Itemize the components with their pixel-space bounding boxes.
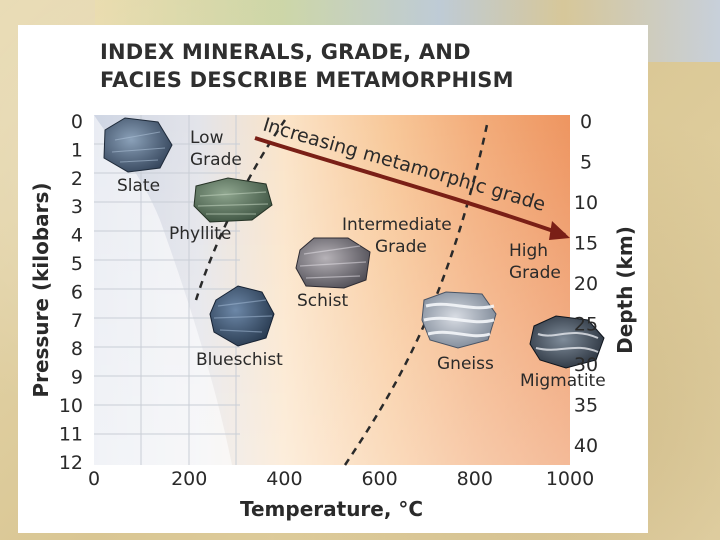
depth-tick-labels: 0 5 10 15 20 25 30 35 40: [574, 111, 598, 457]
depth-tick-35: 35: [574, 395, 598, 417]
pressure-tick-12: 12: [59, 452, 83, 474]
trend-arrow-head: [549, 221, 570, 240]
pressure-tick-7: 7: [71, 310, 83, 332]
blueschist-rock-image: [209, 285, 275, 347]
pressure-tick-10: 10: [59, 395, 83, 417]
migmatite-label: Migmatite: [520, 371, 606, 391]
pressure-tick-2: 2: [71, 168, 83, 190]
pressure-tick-3: 3: [71, 196, 83, 218]
pressure-tick-9: 9: [71, 367, 83, 389]
intermediate-grade-label-2: Grade: [375, 237, 427, 257]
temperature-tick-1000: 1000: [546, 468, 594, 490]
low-grade-label-2: Grade: [190, 150, 242, 170]
temperature-tick-labels: 0 200 400 600 800 1000: [88, 468, 594, 490]
schist-label: Schist: [297, 291, 348, 311]
title-line-1: INDEX MINERALS, GRADE, AND: [100, 40, 471, 64]
pressure-tick-8: 8: [71, 338, 83, 360]
schist-rock-image: [295, 237, 371, 289]
depth-tick-40: 40: [574, 435, 598, 457]
x-axis-title: Temperature, °C: [240, 497, 423, 521]
temperature-tick-400: 400: [266, 468, 302, 490]
blueschist-label: Blueschist: [196, 350, 283, 370]
temperature-tick-600: 600: [361, 468, 397, 490]
pressure-tick-0: 0: [71, 111, 83, 133]
low-grade-label-1: Low: [190, 128, 224, 148]
gneiss-label: Gneiss: [437, 354, 494, 374]
title-line-2: FACIES DESCRIBE METAMORPHISM: [100, 68, 514, 92]
trend-arrow-shaft: [254, 136, 566, 237]
pressure-tick-6: 6: [71, 281, 83, 303]
slate-rock-image: [103, 117, 173, 173]
pressure-tick-5: 5: [71, 253, 83, 275]
pressure-tick-4: 4: [71, 225, 83, 247]
high-grade-label-1: High: [509, 241, 548, 261]
depth-tick-0: 0: [580, 111, 592, 133]
slate-label: Slate: [117, 176, 160, 196]
y-right-axis-title: Depth (km): [613, 226, 637, 354]
depth-tick-25: 25: [574, 314, 598, 336]
temperature-tick-0: 0: [88, 468, 100, 490]
intermediate-grade-label-1: Intermediate: [342, 215, 452, 235]
gneiss-rock-image: [421, 291, 497, 349]
temperature-tick-200: 200: [171, 468, 207, 490]
high-grade-label-2: Grade: [509, 263, 561, 283]
phyllite-rock-image: [193, 177, 273, 223]
migmatite-rock-image: [529, 315, 605, 369]
depth-tick-30: 30: [574, 354, 598, 376]
figure-title: INDEX MINERALS, GRADE, AND FACIES DESCRI…: [100, 38, 514, 94]
temperature-tick-800: 800: [457, 468, 493, 490]
depth-tick-15: 15: [574, 233, 598, 255]
pressure-tick-11: 11: [59, 423, 83, 445]
depth-tick-10: 10: [574, 192, 598, 214]
pressure-tick-1: 1: [71, 139, 83, 161]
y-left-axis-title: Pressure (kilobars): [29, 182, 53, 397]
phyllite-label: Phyllite: [169, 224, 231, 244]
depth-tick-20: 20: [574, 273, 598, 295]
depth-tick-5: 5: [580, 152, 592, 174]
